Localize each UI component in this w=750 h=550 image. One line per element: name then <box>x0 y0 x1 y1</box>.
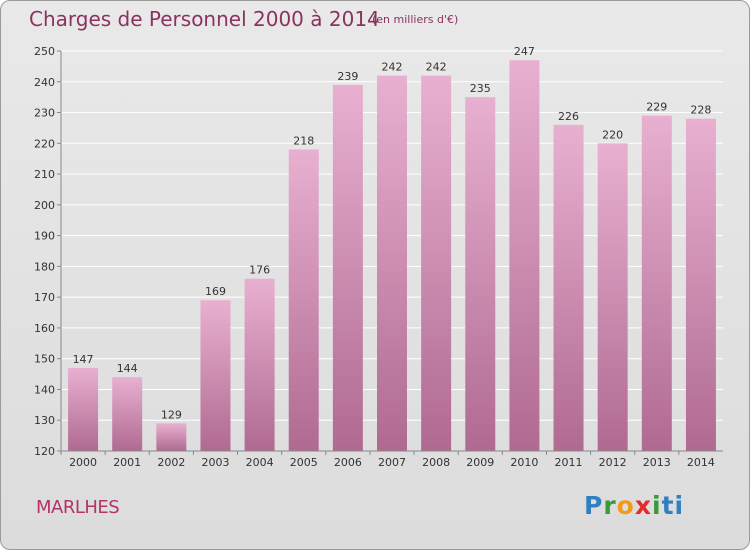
bar-2000[interactable] <box>68 367 99 451</box>
x-tick-label: 2001 <box>113 456 141 469</box>
data-label: 242 <box>382 61 403 74</box>
y-tick-label: 150 <box>34 353 55 366</box>
y-tick-label: 210 <box>34 168 55 181</box>
bar-2011[interactable] <box>553 124 584 451</box>
data-label: 247 <box>514 45 535 58</box>
y-tick-label: 130 <box>34 414 55 427</box>
chart-subtitle: (en milliers d'€) <box>372 13 459 26</box>
x-tick-label: 2006 <box>334 456 362 469</box>
data-label: 147 <box>73 353 94 366</box>
x-tick-label: 2011 <box>555 456 583 469</box>
bar-2003[interactable] <box>200 300 231 451</box>
data-label: 176 <box>249 264 270 277</box>
x-tick-label: 2002 <box>157 456 185 469</box>
x-tick-label: 2007 <box>378 456 406 469</box>
bar-2006[interactable] <box>332 84 363 451</box>
chart-title: Charges de Personnel 2000 à 2014 <box>29 7 380 31</box>
bar-2004[interactable] <box>244 278 275 451</box>
x-tick-label: 2008 <box>422 456 450 469</box>
data-label: 229 <box>646 101 667 114</box>
x-tick-label: 2004 <box>246 456 274 469</box>
y-tick-label: 230 <box>34 107 55 120</box>
data-label: 226 <box>558 110 579 123</box>
data-label: 235 <box>470 82 491 95</box>
x-tick-label: 2009 <box>466 456 494 469</box>
y-tick-label: 200 <box>34 199 55 212</box>
data-label: 220 <box>602 128 623 141</box>
bar-2001[interactable] <box>112 377 143 451</box>
city-name: MARLHES <box>36 497 120 518</box>
x-tick-label: 2000 <box>69 456 97 469</box>
bar-2005[interactable] <box>288 149 319 451</box>
bar-2007[interactable] <box>377 75 407 451</box>
bar-2008[interactable] <box>421 75 452 451</box>
bar-2002[interactable] <box>156 423 187 451</box>
y-tick-label: 170 <box>34 291 55 304</box>
y-tick-label: 160 <box>34 322 55 335</box>
y-tick-label: 240 <box>34 76 55 89</box>
data-label: 228 <box>690 104 711 117</box>
data-label: 242 <box>426 61 447 74</box>
data-label: 144 <box>117 362 138 375</box>
bar-2012[interactable] <box>597 143 628 452</box>
data-label: 239 <box>337 70 358 83</box>
x-tick-label: 2014 <box>687 456 715 469</box>
x-tick-label: 2010 <box>510 456 538 469</box>
data-label: 129 <box>161 408 182 421</box>
proxiti-logo[interactable]: Proxiti <box>584 491 685 520</box>
y-tick-label: 140 <box>34 383 55 396</box>
y-tick-label: 180 <box>34 260 55 273</box>
y-tick-label: 220 <box>34 137 55 150</box>
data-label: 218 <box>293 134 314 147</box>
y-tick-label: 190 <box>34 230 55 243</box>
x-tick-label: 2012 <box>599 456 627 469</box>
y-tick-label: 250 <box>34 45 55 58</box>
data-label: 169 <box>205 285 226 298</box>
bar-2014[interactable] <box>685 118 716 451</box>
y-tick-label: 120 <box>34 445 55 458</box>
x-tick-label: 2005 <box>290 456 318 469</box>
bar-2009[interactable] <box>465 97 496 452</box>
x-tick-label: 2003 <box>201 456 229 469</box>
bar-2010[interactable] <box>509 60 540 451</box>
x-tick-label: 2013 <box>643 456 671 469</box>
bar-2013[interactable] <box>641 115 672 451</box>
